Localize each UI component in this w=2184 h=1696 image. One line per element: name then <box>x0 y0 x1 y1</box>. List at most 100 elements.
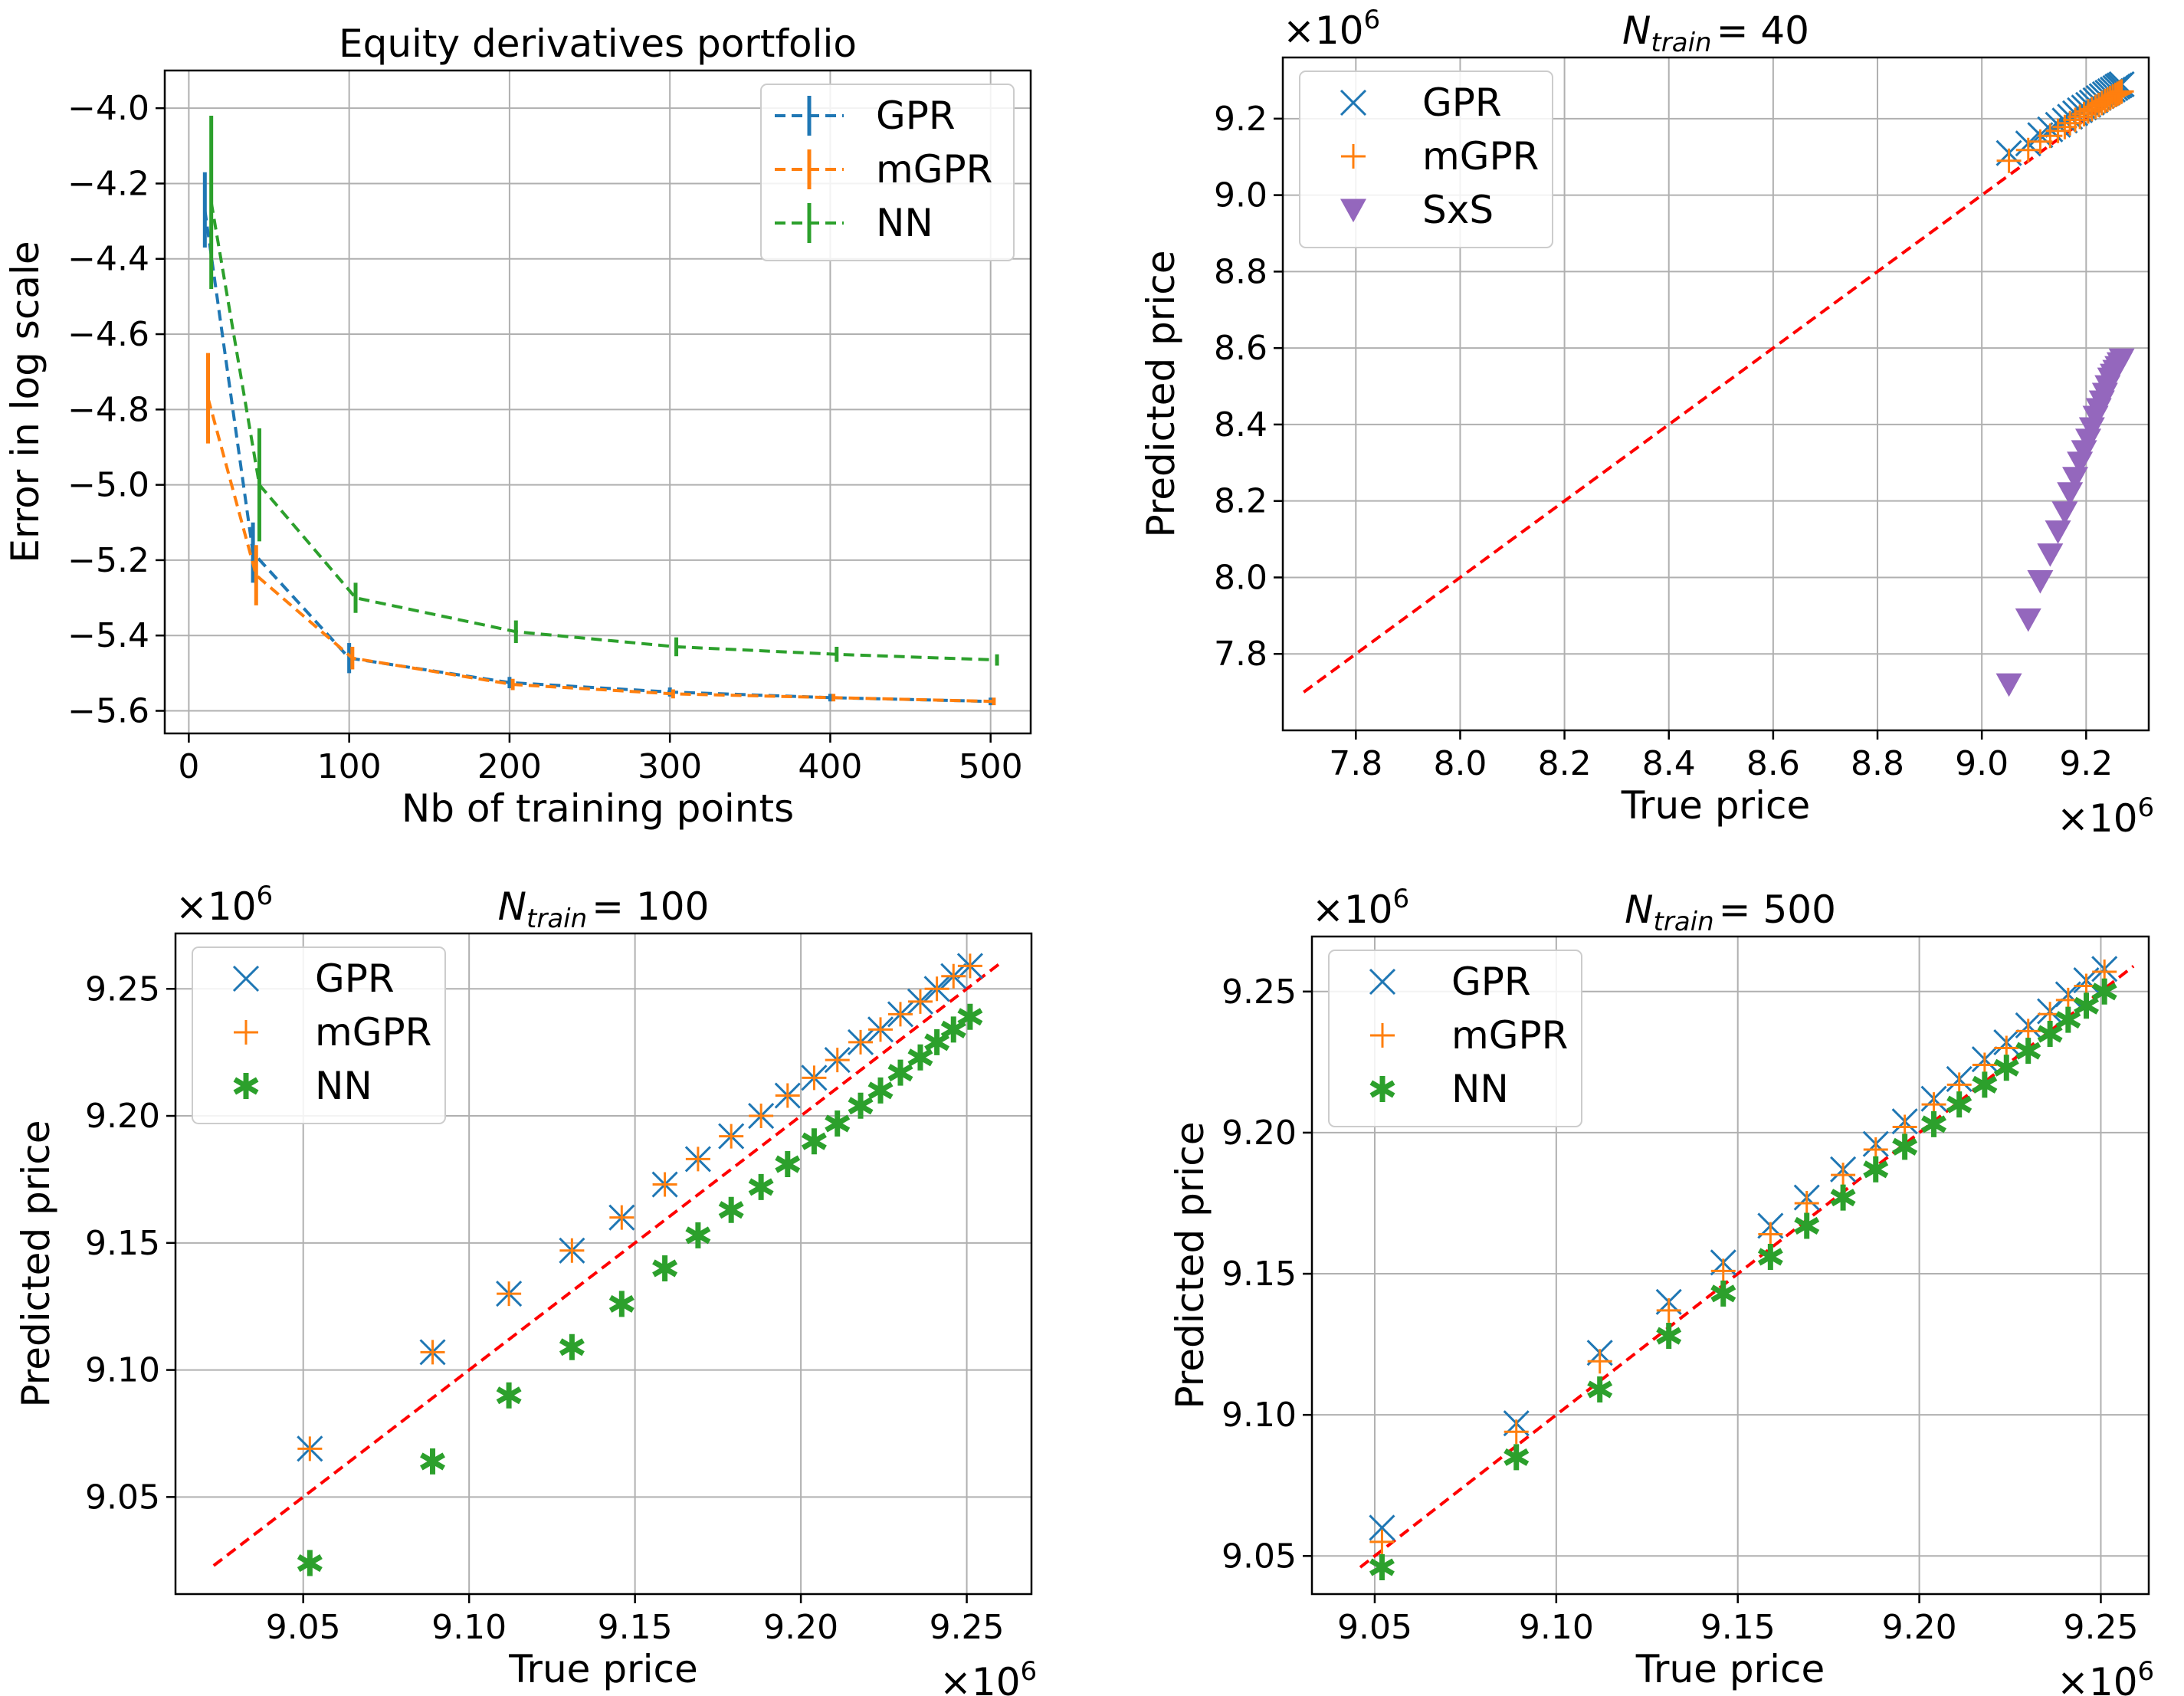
error-chart: 0 100 200 300 400 500 −4.0 −4.2 −4.4 −4.6 −4.8 −5.0… <box>3 21 1032 831</box>
y-axis-multiplier: ×106 <box>175 881 273 929</box>
title-n: N <box>1622 8 1651 53</box>
y-axis-multiplier: ×106 <box>1312 884 1409 932</box>
point-nn <box>1921 1110 1947 1137</box>
y-tick-label: 9.05 <box>1222 1537 1297 1576</box>
legend-label: mGPR <box>1422 134 1539 179</box>
point-nn <box>2037 1021 2063 1048</box>
y-tick-label: 8.2 <box>1214 482 1267 521</box>
point-nn <box>1993 1055 2019 1081</box>
point-mgpr <box>1710 1258 1736 1284</box>
y-tick-label: 9.25 <box>1222 973 1297 1012</box>
point-nn <box>867 1077 894 1104</box>
x-axis-label: Nb of training points <box>402 786 794 831</box>
legend-label: GPR <box>1451 960 1531 1004</box>
point-mgpr <box>924 976 949 1002</box>
chart-title: Equity derivatives portfolio <box>339 21 857 66</box>
x-tick-label: 8.2 <box>1538 744 1592 783</box>
point-nn <box>1830 1184 1856 1211</box>
y-tick-label: −4.2 <box>67 164 149 203</box>
point-nn <box>559 1334 585 1360</box>
x-axis-multiplier: ×106 <box>2057 792 2154 841</box>
x-tick-label: 9.10 <box>431 1608 507 1647</box>
point-nn <box>748 1173 774 1200</box>
legend-label: mGPR <box>876 147 992 192</box>
point-nn <box>940 1016 966 1043</box>
y-tick-label: 8.0 <box>1214 558 1267 597</box>
point-mgpr <box>1996 148 2022 173</box>
point-mgpr <box>2079 97 2104 122</box>
y-tick-label: 9.2 <box>1214 100 1267 139</box>
chart-title: Ntrain = 100 <box>498 884 710 934</box>
legend: GPR mGPR NN <box>192 946 446 1124</box>
point-sxs <box>2037 543 2064 567</box>
legend-label: GPR <box>876 93 956 138</box>
legend-marker <box>1340 89 1367 116</box>
point-mgpr <box>775 1083 800 1108</box>
x-tick-label: 9.15 <box>598 1608 673 1647</box>
x-axis-multiplier: ×106 <box>2057 1656 2154 1696</box>
title-n: N <box>1625 887 1653 932</box>
point-nn <box>496 1382 522 1409</box>
point-mgpr <box>749 1104 774 1129</box>
legend-marker <box>1341 144 1366 169</box>
point-nn <box>685 1222 711 1248</box>
point-nn <box>2015 1038 2041 1065</box>
y-tick-label: 9.10 <box>85 1351 160 1390</box>
plot-frame <box>174 932 1033 1596</box>
point-mgpr <box>802 1065 827 1091</box>
y-tick-label: 9.10 <box>1222 1396 1297 1435</box>
point-nn <box>1946 1091 1972 1118</box>
x-axis-label: True price <box>508 1647 698 1691</box>
y-tick-label: −4.6 <box>67 315 149 354</box>
y-axis-multiplier: ×106 <box>1283 5 1380 53</box>
legend-label: NN <box>876 201 933 245</box>
y-tick-label: 8.4 <box>1214 405 1267 445</box>
point-nn <box>1757 1243 1783 1270</box>
x-tick-label: 0 <box>178 747 199 786</box>
legend-label: SxS <box>1422 188 1494 232</box>
point-nn <box>825 1110 851 1137</box>
title-value: = 500 <box>1719 887 1836 932</box>
y-tick-label: 9.05 <box>85 1478 160 1517</box>
legend: GPR mGPR NN <box>1328 950 1582 1127</box>
point-nn <box>1504 1444 1530 1471</box>
x-tick-label: 500 <box>959 747 1023 786</box>
point-nn <box>1656 1323 1682 1350</box>
x-multiplier-base: ×10 <box>2057 796 2138 841</box>
legend-marker <box>1369 1076 1395 1102</box>
point-sxs <box>2062 467 2089 490</box>
y-multiplier-base: ×10 <box>1283 8 1364 53</box>
series-marks <box>212 953 1002 1576</box>
point-nn <box>2074 992 2099 1019</box>
legend-label: NN <box>315 1064 372 1108</box>
x-tick-label: 9.05 <box>266 1608 341 1647</box>
point-nn <box>1892 1133 1918 1160</box>
x-axis-label: True price <box>1621 783 1811 828</box>
plot-frame <box>1281 56 2150 732</box>
legend-label: GPR <box>1422 80 1502 125</box>
scatter-chart-ntrain-100: 9.05 9.10 9.15 9.20 9.25 9.05 9.10 9.15 9.20 9.25… <box>14 881 1037 1696</box>
point-nn <box>924 1028 950 1055</box>
y-multiplier-base: ×10 <box>1312 887 1393 932</box>
point-nn <box>801 1128 827 1155</box>
point-sxs <box>2057 482 2084 506</box>
scatter-chart-ntrain-40: 7.8 8.0 8.2 8.4 8.6 8.8 9.0 9.2 7.8 8.0 8.2 8.4 8.6 8… <box>1139 5 2154 841</box>
point-nn <box>848 1092 874 1119</box>
point-mgpr <box>609 1205 635 1230</box>
point-gpr <box>1369 1514 1395 1541</box>
title-value: = 100 <box>592 884 709 929</box>
x-multiplier-exponent: 6 <box>2138 1656 2155 1687</box>
axis-ticks: 7.8 8.0 8.2 8.4 8.6 8.8 9.0 9.2 7.8 8.0 8.2 8.4 8.6 8… <box>1214 100 2113 783</box>
chart-title: Ntrain = 40 <box>1622 8 1809 58</box>
title-subscript: train <box>1654 907 1714 937</box>
x-tick-label: 9.10 <box>1519 1608 1594 1647</box>
point-nn <box>718 1196 744 1223</box>
title-n: N <box>498 884 526 929</box>
point-mgpr <box>652 1172 677 1197</box>
chart-title: Ntrain = 500 <box>1625 887 1836 937</box>
point-mgpr <box>887 1002 913 1027</box>
point-nn <box>1863 1156 1889 1183</box>
point-sxs <box>2051 501 2078 525</box>
legend-label: mGPR <box>1451 1013 1568 1058</box>
